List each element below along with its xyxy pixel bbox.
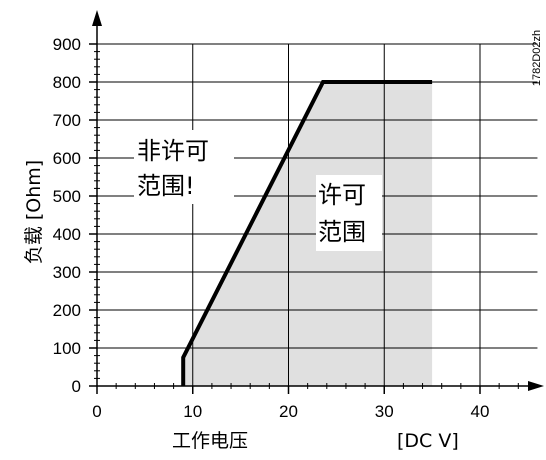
ticks (89, 43, 519, 394)
annot-allowed-line1: 许可 (318, 181, 366, 209)
x-tick-label-20: 20 (279, 402, 298, 421)
y-tick-label-100: 100 (53, 339, 81, 358)
y-tick-label-400: 400 (53, 225, 81, 244)
x-axis-unit: [DC V] (397, 430, 459, 452)
y-tick-label-600: 600 (53, 149, 81, 168)
boundary-line (181, 80, 433, 386)
x-tick-label-30: 30 (375, 402, 394, 421)
y-tick-label-700: 700 (53, 111, 81, 130)
tick-labels: 0 100 200 300 400 500 600 700 800 900 0 10 20 30 40 (53, 35, 490, 421)
x-tick-label-0: 0 (92, 402, 101, 421)
axes (92, 10, 544, 391)
y-tick-label-900: 900 (53, 35, 81, 54)
y-tick-label-500: 500 (53, 187, 81, 206)
y-tick-label-200: 200 (53, 301, 81, 320)
annot-not-allowed-bg (134, 130, 234, 204)
annot-allowed-line2: 范围 (318, 218, 366, 246)
x-tick-label-10: 10 (183, 402, 202, 421)
y-tick-label-800: 800 (53, 73, 81, 92)
y-axis-arrow (92, 10, 102, 26)
annot-not-allowed-line2: 范围! (137, 172, 195, 200)
document-code: 1782D02zh (531, 30, 543, 86)
x-axis-arrow (528, 381, 544, 391)
annot-allowed-bg (316, 175, 382, 251)
y-axis-title: 负载 [Ohm] (23, 160, 45, 264)
y-tick-label-300: 300 (53, 263, 81, 282)
annot-not-allowed-line1: 非许可 (137, 137, 209, 165)
x-tick-label-40: 40 (471, 402, 490, 421)
x-axis-title: 工作电压 (172, 430, 248, 452)
y-tick-label-0: 0 (72, 377, 81, 396)
